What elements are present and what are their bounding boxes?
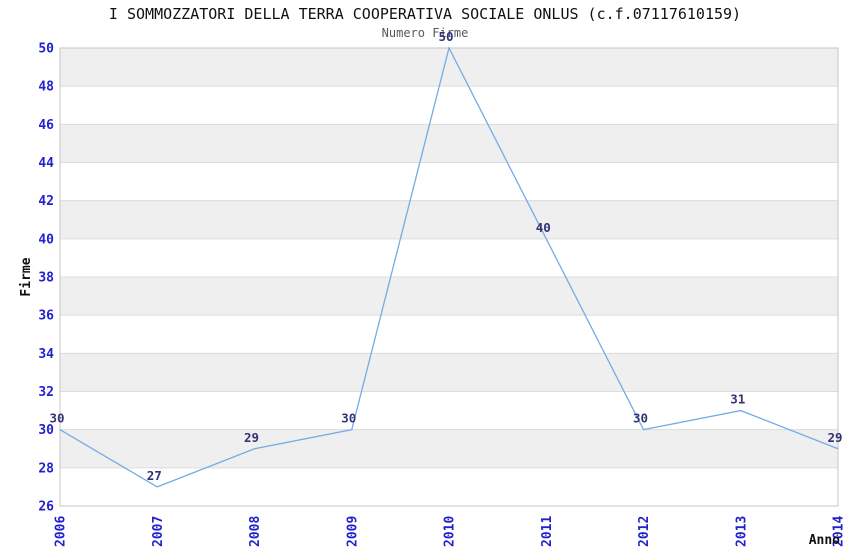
plot-band <box>60 353 838 392</box>
point-value-label: 29 <box>827 430 842 445</box>
point-value-label: 27 <box>147 468 162 483</box>
x-tick-label: 2012 <box>637 516 652 547</box>
y-tick-label: 46 <box>38 118 54 133</box>
x-axis-title: Anno <box>809 533 840 548</box>
x-tick-label: 2008 <box>248 516 263 547</box>
plot-band <box>60 86 838 125</box>
y-tick-label: 30 <box>38 423 54 438</box>
x-tick-label: 2009 <box>345 516 360 547</box>
y-tick-label: 26 <box>38 500 54 515</box>
point-value-label: 40 <box>536 220 551 235</box>
plot-band <box>60 391 838 430</box>
y-tick-label: 28 <box>38 461 54 476</box>
x-tick-label: 2010 <box>443 516 458 547</box>
x-tick-label: 2007 <box>151 516 166 547</box>
chart-title: I SOMMOZZATORI DELLA TERRA COOPERATIVA S… <box>108 5 742 23</box>
plot-band <box>60 429 838 468</box>
y-tick-label: 34 <box>38 347 54 362</box>
y-tick-label: 48 <box>38 80 54 95</box>
y-tick-label: 50 <box>38 42 54 57</box>
point-value-label: 30 <box>49 411 64 426</box>
chart-subtitle: Numero Firme <box>381 26 469 40</box>
point-value-label: 50 <box>438 29 453 44</box>
point-value-label: 30 <box>341 411 356 426</box>
point-value-label: 31 <box>730 392 745 407</box>
x-tick-label: 2011 <box>540 516 555 547</box>
x-tick-label: 2014 <box>832 516 847 547</box>
plot-band <box>60 48 838 87</box>
y-tick-label: 42 <box>38 194 54 209</box>
point-value-label: 29 <box>244 430 259 445</box>
plot-band <box>60 238 838 277</box>
y-tick-label: 44 <box>38 156 54 171</box>
plot-band <box>60 467 838 506</box>
data-line <box>59 46 839 488</box>
plot-band <box>60 315 838 354</box>
x-tick-label: 2013 <box>734 516 749 547</box>
plot-band <box>60 277 838 316</box>
plot-band <box>60 162 838 201</box>
y-tick-label: 32 <box>38 385 54 400</box>
x-tick-label: 2006 <box>54 516 69 547</box>
point-value-label: 30 <box>633 411 648 426</box>
plot-band <box>60 124 838 163</box>
y-axis-title: Firme <box>19 257 34 296</box>
y-tick-label: 36 <box>38 309 54 324</box>
y-tick-label: 40 <box>38 232 54 247</box>
plot-band <box>60 200 838 239</box>
y-tick-label: 38 <box>38 271 54 286</box>
